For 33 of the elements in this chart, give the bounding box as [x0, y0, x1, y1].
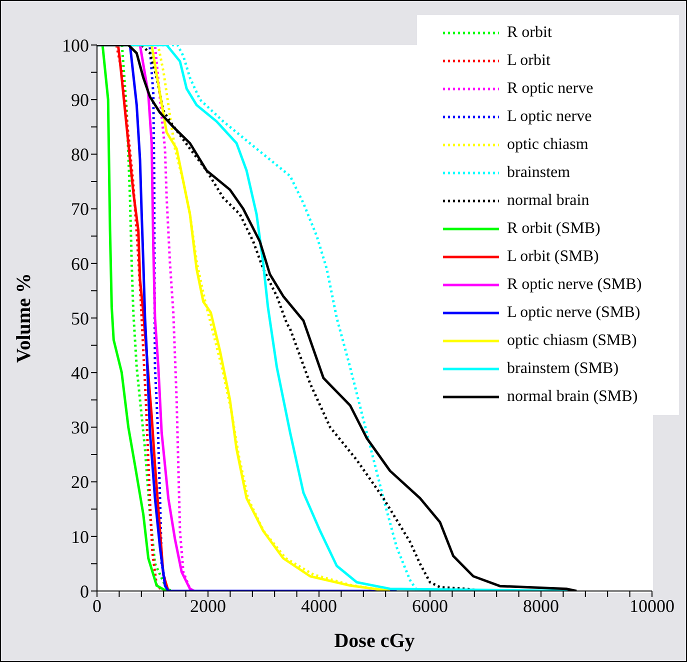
y-tick-label: 20	[71, 472, 89, 492]
legend-label: R orbit (SMB)	[507, 220, 600, 238]
y-tick-label: 30	[71, 418, 89, 438]
y-tick-label: 80	[71, 144, 89, 165]
y-tick-label: 100	[62, 35, 89, 56]
legend-label: L orbit	[507, 52, 550, 70]
x-tick-label: 2000	[190, 596, 226, 616]
legend-label: R optic nerve (SMB)	[507, 276, 642, 294]
x-tick-label: 10000	[630, 596, 674, 616]
legend-label: normal brain	[507, 192, 590, 210]
legend-label: L orbit (SMB)	[507, 248, 599, 266]
legend-label: optic chiasm	[507, 136, 588, 154]
legend-label: L optic nerve	[507, 108, 592, 126]
legend-label: normal brain (SMB)	[507, 388, 638, 406]
x-tick-label: 8000	[523, 596, 559, 616]
x-tick-label: 4000	[301, 596, 337, 616]
y-tick-label: 90	[71, 90, 89, 110]
x-tick-label: 6000	[412, 596, 448, 616]
y-tick-label: 0	[80, 581, 89, 602]
y-tick-label: 60	[71, 254, 89, 274]
legend-label: brainstem (SMB)	[507, 360, 619, 378]
y-axis-title: Volume %	[13, 273, 36, 363]
x-axis-title: Dose cGy	[334, 630, 415, 652]
legend-label: R orbit	[507, 24, 552, 42]
legend-label: R optic nerve	[507, 80, 594, 98]
y-tick-label: 10	[71, 526, 89, 547]
y-tick-label: 40	[71, 362, 89, 383]
y-tick-label: 70	[71, 199, 89, 220]
legend-label: optic chiasm (SMB)	[507, 332, 637, 350]
legend-label: brainstem	[507, 164, 570, 182]
y-tick-label: 50	[71, 308, 89, 328]
x-tick-label: 0	[92, 596, 102, 616]
legend-label: L optic nerve (SMB)	[507, 304, 640, 322]
